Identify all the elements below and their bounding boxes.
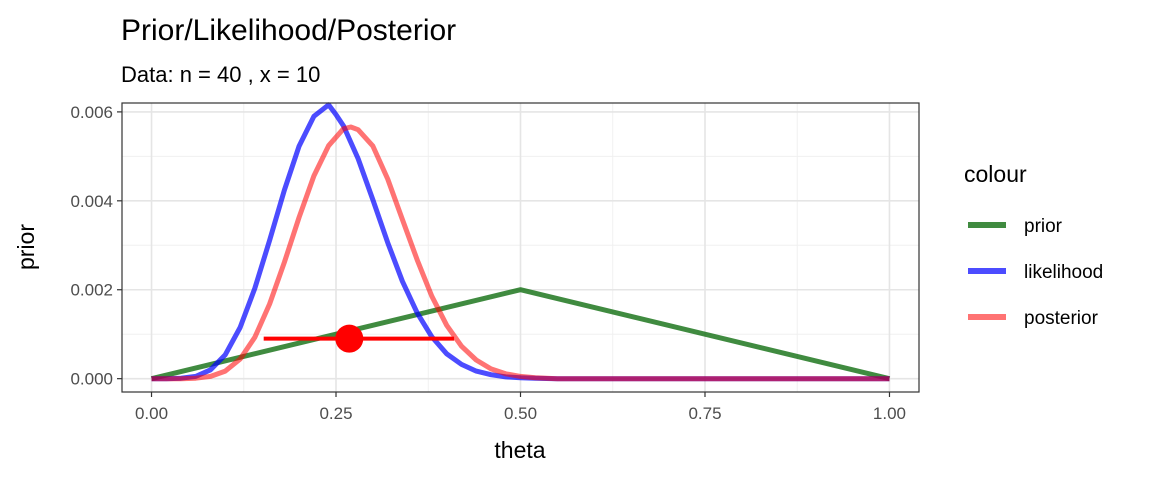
chart-title: Prior/Likelihood/Posterior: [121, 14, 456, 47]
y-tick-label: 0.002: [70, 281, 113, 300]
y-tick-label: 0.004: [70, 192, 113, 211]
series-lines: [150, 102, 891, 382]
legend-title: colour: [964, 161, 1027, 187]
y-tick-label: 0.000: [70, 370, 113, 389]
x-tick-label: 1.00: [873, 404, 906, 423]
posterior-point-estimate: [335, 324, 364, 353]
y-axis-label: prior: [13, 224, 39, 270]
x-axis-label: theta: [494, 437, 545, 463]
x-tick-label: 0.75: [688, 404, 721, 423]
y-tick-label: 0.006: [70, 103, 113, 122]
x-tick-label: 0.00: [135, 404, 168, 423]
legend-items: prior likelihood posterior: [968, 216, 1103, 329]
series-line-posterior: [151, 124, 890, 382]
axis-ticks: 0.00 0.25 0.50 0.75 1.00 0.000 0.002 0.004 0.006: [70, 103, 906, 423]
series-line-prior: [150, 287, 891, 382]
legend: colour prior likelihood posterior: [964, 161, 1103, 329]
x-tick-label: 0.50: [504, 404, 537, 423]
legend-label-prior: prior: [1024, 216, 1063, 237]
legend-label-posterior: posterior: [1024, 308, 1099, 329]
legend-label-likelihood: likelihood: [1024, 262, 1103, 283]
x-tick-label: 0.25: [319, 404, 352, 423]
posterior-interval: [263, 324, 455, 353]
chart-subtitle: Data: n = 40 , x = 10: [121, 62, 320, 87]
